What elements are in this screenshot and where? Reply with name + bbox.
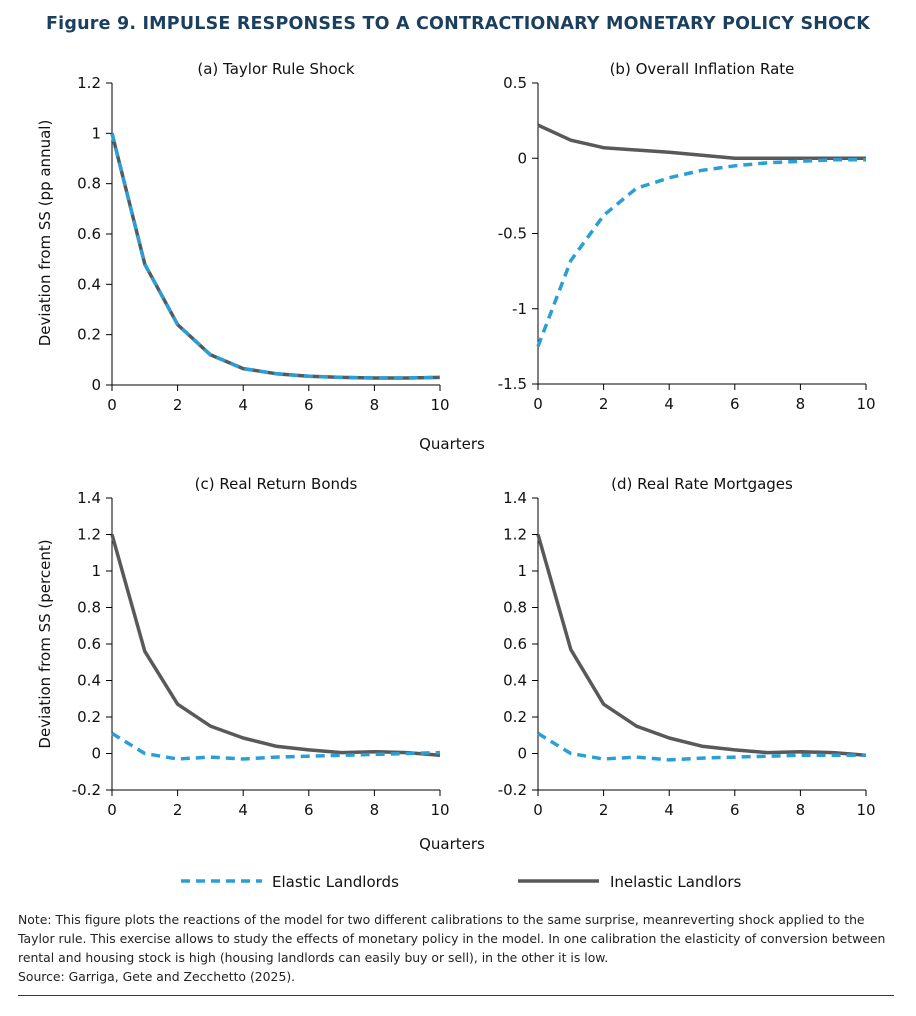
- figure-title: Figure 9. IMPULSE RESPONSES TO A CONTRAC…: [46, 14, 870, 34]
- series-line-elastic: [111, 731, 441, 761]
- x-tick-label: 2: [599, 801, 609, 819]
- panel-b: (b) Overall Inflation Rate -1.5 -1 -0.5 0 0.5…: [498, 60, 876, 413]
- x-tick-label: 0: [107, 801, 117, 819]
- panel-a: (a) Taylor Rule Shock 0 0.2 0.4 0.6 0.8 1 1.2 0 2…: [77, 60, 449, 414]
- x-tick-label: 10: [856, 395, 875, 413]
- y-tick-label: 0.5: [503, 74, 527, 92]
- y-tick-label: 0.2: [77, 326, 101, 344]
- y-tick-label: -1.5: [498, 375, 527, 393]
- x-tick-label: 6: [730, 801, 740, 819]
- series-line-inelastic: [110, 132, 441, 380]
- y-tick-label: 0: [91, 745, 101, 763]
- x-tick-label: 2: [173, 801, 183, 819]
- y-tick-label: 0.4: [77, 672, 101, 690]
- y-tick-label: 1.2: [77, 526, 101, 544]
- series-line-elastic: [536, 158, 866, 348]
- x-tick-label: 2: [173, 396, 183, 414]
- y-axis-label-bottom: Deviation from SS (percent): [36, 539, 54, 748]
- x-tick-label: 2: [599, 395, 609, 413]
- y-tick-label: 0.2: [503, 708, 527, 726]
- x-tick-label: 10: [856, 801, 875, 819]
- panel-title: (b) Overall Inflation Rate: [610, 60, 795, 78]
- x-tick-label: 6: [730, 395, 740, 413]
- y-tick-label: -0.2: [72, 781, 101, 799]
- source-text: Source: Garriga, Gete and Zecchetto (202…: [18, 969, 296, 984]
- series-line-inelastic: [536, 534, 867, 758]
- legend: Elastic Landlords Inelastic Landlors: [181, 873, 741, 891]
- y-tick-label: 0.8: [77, 175, 101, 193]
- y-tick-label: -0.2: [498, 781, 527, 799]
- y-axis-label-top: Deviation from SS (pp annual): [36, 120, 54, 347]
- panel-title: (a) Taylor Rule Shock: [197, 60, 355, 78]
- note-text: Note: This figure plots the reactions of…: [18, 912, 886, 965]
- x-tick-label: 4: [238, 396, 248, 414]
- y-tick-label: 0.6: [77, 225, 101, 243]
- y-tick-label: -1: [512, 300, 527, 318]
- y-tick-label: 0: [91, 376, 101, 394]
- series-line-elastic: [537, 731, 866, 762]
- panel-title: (d) Real Rate Mortgages: [611, 475, 793, 493]
- y-tick-label: 0.4: [503, 672, 527, 690]
- bottom-rule: [18, 995, 894, 996]
- y-tick-label: 1: [91, 562, 101, 580]
- x-tick-label: 6: [304, 396, 314, 414]
- y-tick-label: -0.5: [498, 225, 527, 243]
- panel-c: (c) Real Return Bonds -0.2 0 0.2 0.4 0.6 0.8 1 1…: [72, 475, 450, 819]
- x-axis-label-top: Quarters: [419, 435, 485, 453]
- y-tick-label: 0.4: [77, 275, 101, 293]
- y-tick-label: 1.4: [77, 489, 101, 507]
- y-tick-label: 0.8: [503, 599, 527, 617]
- y-tick-label: 1: [91, 124, 101, 142]
- x-tick-label: 10: [430, 801, 449, 819]
- y-tick-label: 0.8: [77, 599, 101, 617]
- x-tick-label: 0: [107, 396, 117, 414]
- series-line-inelastic: [537, 123, 866, 161]
- x-tick-label: 8: [796, 395, 806, 413]
- y-tick-label: 0: [517, 149, 527, 167]
- impulse-response-charts: (a) Taylor Rule Shock 0 0.2 0.4 0.6 0.8 1 1.2 0 2…: [36, 60, 876, 891]
- x-tick-label: 6: [304, 801, 314, 819]
- y-tick-label: 0: [517, 745, 527, 763]
- x-tick-label: 4: [664, 395, 674, 413]
- panel-d: (d) Real Rate Mortgages -0.2 0 0.2 0.4 0.6 0.8…: [498, 475, 876, 819]
- panel-title: (c) Real Return Bonds: [195, 475, 358, 493]
- y-tick-label: 1.2: [503, 526, 527, 544]
- legend-label-elastic: Elastic Landlords: [272, 873, 399, 891]
- x-tick-label: 4: [238, 801, 248, 819]
- x-tick-label: 8: [370, 801, 380, 819]
- y-tick-label: 0.6: [77, 635, 101, 653]
- x-tick-label: 10: [430, 396, 449, 414]
- series-line-elastic: [110, 132, 441, 380]
- x-tick-label: 0: [533, 801, 543, 819]
- y-tick-label: 0.2: [77, 708, 101, 726]
- y-tick-label: 1.2: [77, 74, 101, 92]
- x-tick-label: 0: [533, 395, 543, 413]
- series-line-inelastic: [110, 534, 441, 758]
- y-tick-label: 1: [517, 562, 527, 580]
- x-tick-label: 8: [370, 396, 380, 414]
- x-axis-label-bottom: Quarters: [419, 835, 485, 853]
- y-tick-label: 0.6: [503, 635, 527, 653]
- x-tick-label: 8: [796, 801, 806, 819]
- y-tick-label: 1.4: [503, 489, 527, 507]
- x-tick-label: 4: [664, 801, 674, 819]
- legend-label-inelastic: Inelastic Landlors: [610, 873, 741, 891]
- figure-notes: Note: This figure plots the reactions of…: [18, 910, 898, 986]
